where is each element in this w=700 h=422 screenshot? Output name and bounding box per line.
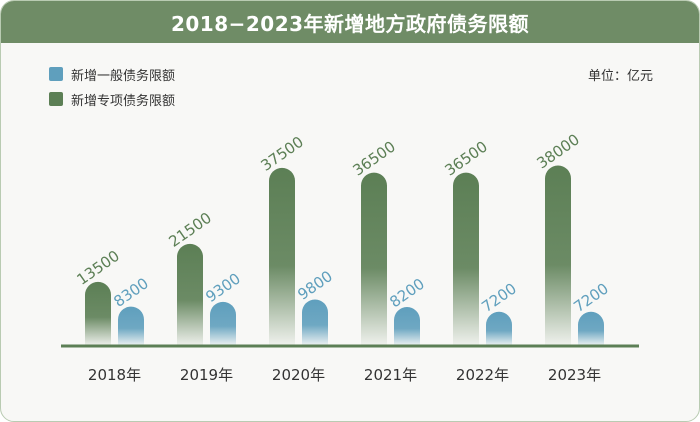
value-label-general: 9800 <box>294 267 336 304</box>
legend-item-general: 新增一般债务限额 <box>49 65 176 84</box>
bar-general <box>210 301 236 346</box>
value-label-general: 8300 <box>110 274 152 311</box>
chart-title: 2018−2023年新增地方政府债务限额 <box>170 11 530 36</box>
legend-item-special: 新增专项债务限额 <box>49 90 176 109</box>
x-tick-label: 2023年 <box>548 366 601 384</box>
bar-general <box>394 307 420 346</box>
legend-swatch-general <box>49 67 63 81</box>
value-label-general: 7200 <box>570 279 612 316</box>
title-bar: 2018−2023年新增地方政府债务限额 <box>1 1 699 43</box>
bar-general <box>118 306 144 346</box>
bar-special <box>545 165 571 346</box>
value-label-general: 7200 <box>478 279 520 316</box>
legend-label-general: 新增一般债务限额 <box>71 68 176 84</box>
bar-special <box>85 281 111 346</box>
value-label-general: 8200 <box>386 275 428 312</box>
bar-general <box>578 311 604 346</box>
legend-swatch-special <box>49 92 63 106</box>
legend-label-special: 新增专项债务限额 <box>71 93 176 109</box>
bar-special <box>177 243 203 346</box>
bar-special <box>453 172 479 346</box>
unit-label: 单位：亿元 <box>587 69 653 84</box>
bar-general <box>302 299 328 346</box>
x-tick-label: 2022年 <box>456 366 509 384</box>
bar-special <box>361 172 387 346</box>
x-tick-label: 2020年 <box>272 366 325 384</box>
bar-special <box>269 167 295 346</box>
x-tick-label: 2019年 <box>180 366 233 384</box>
bar-general <box>486 311 512 346</box>
x-tick-label: 2021年 <box>364 366 417 384</box>
x-tick-label: 2018年 <box>88 366 141 384</box>
value-label-general: 9300 <box>202 269 244 306</box>
